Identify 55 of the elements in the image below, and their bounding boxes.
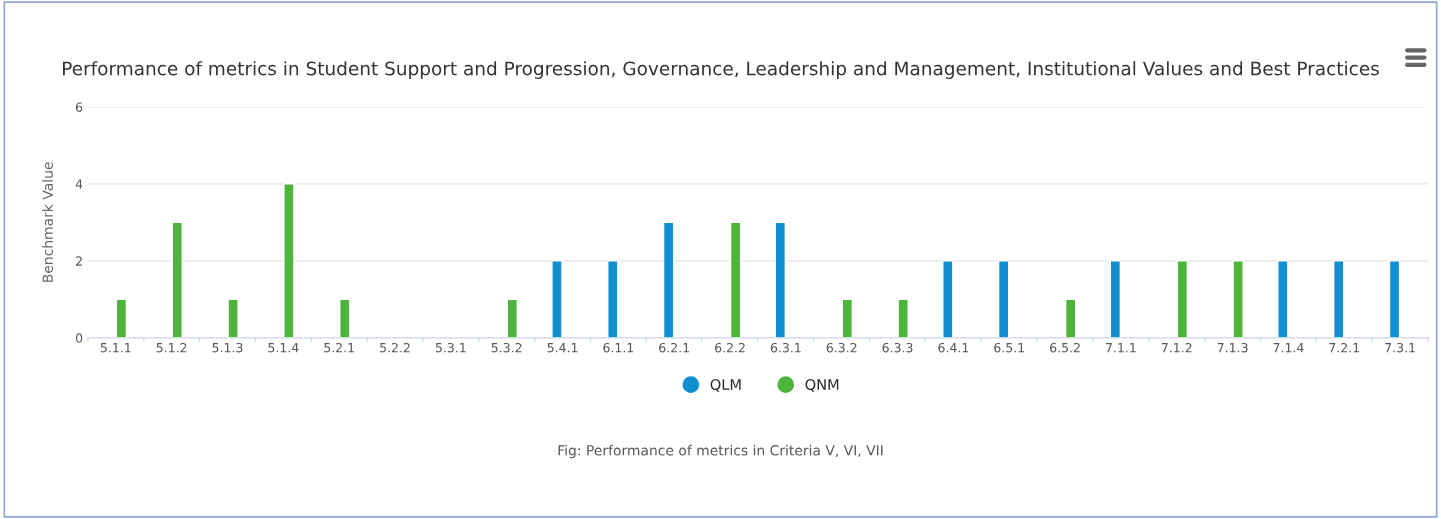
x-tick-label: 5.3.2 xyxy=(491,342,522,353)
x-tick-label: 5.2.2 xyxy=(380,342,410,353)
y-tick-label: 0 xyxy=(75,333,83,343)
bar xyxy=(1232,260,1244,338)
text: Fig: Performance of metrics in Criteria V, VI, VII xyxy=(558,444,883,459)
bar xyxy=(1388,260,1401,338)
bar xyxy=(729,221,742,338)
bar xyxy=(506,298,518,338)
x-tick-label: 7.2.1 xyxy=(1329,342,1360,353)
x-tick-label: 6.3.3 xyxy=(882,342,913,353)
y-tick-label: 4 xyxy=(75,179,83,189)
x-tick-label: 7.1.4 xyxy=(1273,343,1304,353)
bar xyxy=(227,298,239,338)
bar xyxy=(1332,260,1345,338)
legend-label: QNM xyxy=(805,378,839,392)
bar xyxy=(1277,260,1289,338)
x-tick-label: 5.2.1 xyxy=(324,342,354,353)
chart-title: Performance of metrics in Student Support and Progression, Governance, Leadership and Management, Institutional Values and Best Practices xyxy=(63,61,1379,79)
bar xyxy=(997,260,1010,338)
x-tick-label: 6.1.1 xyxy=(603,342,634,353)
bar xyxy=(339,298,351,338)
bar xyxy=(171,221,183,338)
bar xyxy=(607,260,619,338)
x-tick-label: 7.1.1 xyxy=(1106,343,1136,353)
legend-label: QLM xyxy=(710,378,741,392)
bar xyxy=(662,221,675,338)
bar xyxy=(283,183,295,338)
bar xyxy=(1109,260,1122,338)
bar xyxy=(1064,298,1077,338)
x-tick-label: 6.5.1 xyxy=(994,342,1024,353)
x-tick-label: 6.2.2 xyxy=(715,342,745,353)
bar xyxy=(942,260,954,338)
y-tick-label: 2 xyxy=(76,256,82,266)
x-tick-label: 7.1.3 xyxy=(1217,342,1248,353)
x-tick-label: 6.5.2 xyxy=(1050,342,1080,353)
x-tick-label: 6.4.1 xyxy=(938,342,969,353)
x-tick-label: 6.3.1 xyxy=(770,342,801,353)
x-tick-label: 5.1.2 xyxy=(156,342,187,353)
bar xyxy=(774,221,787,338)
y-tick-label: 6 xyxy=(75,102,83,112)
x-tick-label: 7.1.2 xyxy=(1161,342,1192,353)
x-tick-label: 5.3.1 xyxy=(435,342,466,353)
bar xyxy=(841,298,854,338)
x-tick-label: 6.2.1 xyxy=(659,342,689,353)
x-tick-label: 5.1.3 xyxy=(212,342,243,353)
x-tick-label: 7.3.1 xyxy=(1385,342,1415,353)
bar xyxy=(551,260,563,338)
x-tick-label: 5.4.1 xyxy=(547,343,578,353)
x-tick-label: 5.1.4 xyxy=(268,343,299,353)
x-tick-label: 6.3.2 xyxy=(826,342,857,353)
bar xyxy=(115,298,128,338)
bar xyxy=(1176,260,1189,338)
y-axis-title: Benchmark Value xyxy=(42,162,53,282)
bar xyxy=(897,298,909,338)
x-tick-label: 5.1.1 xyxy=(100,343,131,353)
